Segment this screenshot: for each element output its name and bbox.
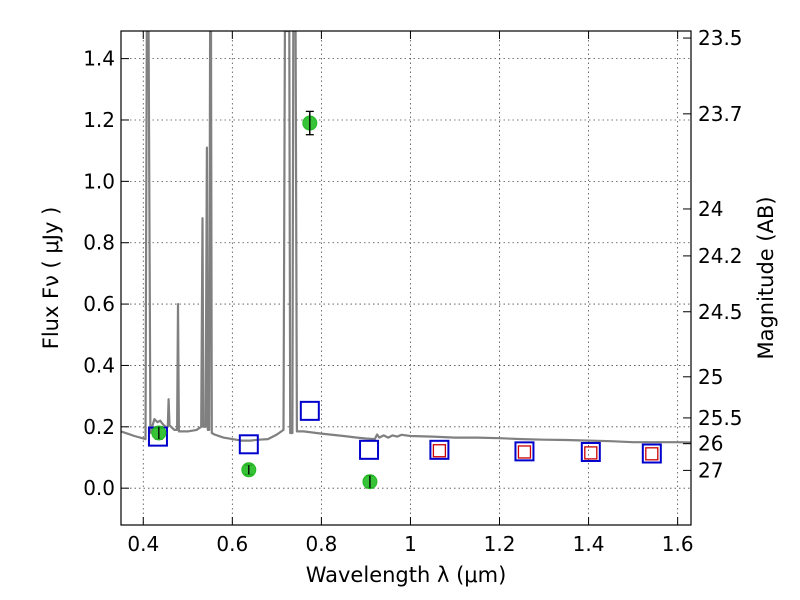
model-photometry-marker	[429, 439, 450, 460]
y-tick-label: 0.4	[83, 353, 115, 377]
y-tick-label: 1.0	[83, 169, 115, 193]
model-photometry-marker	[580, 441, 601, 462]
plot-frame	[120, 30, 692, 526]
axes: 0.4 0.6 0.8 1 1.2 1.4 1.6 0.0 0.2 0.4 0.6 0.8 1.0 1.2…	[83, 26, 742, 556]
x-tick-label: 0.4	[127, 532, 159, 556]
right-tick-label: 23.5	[698, 26, 743, 50]
model-photometry-ir-marker	[645, 447, 659, 461]
grid	[121, 31, 691, 525]
y-tick-label: 1.4	[83, 47, 115, 71]
model-photometry-ir-marker	[517, 445, 532, 459]
x-tick-label: 0.8	[305, 532, 337, 556]
right-tick-label: 25	[698, 365, 723, 389]
y-tick-label: 0.8	[83, 231, 115, 255]
y-tick-label: 1.2	[83, 108, 115, 132]
right-tick-label: 24.5	[698, 300, 743, 324]
model-photometry-marker	[641, 443, 662, 464]
model-photometry-marker	[514, 441, 535, 462]
right-tick-label: 23.7	[698, 102, 743, 126]
x-axis-title: Wavelength λ (μm)	[306, 563, 507, 587]
right-tick-label: 24.2	[698, 244, 743, 268]
y-tick-label: 0.2	[83, 415, 115, 439]
y-tick-label: 0.0	[83, 476, 115, 500]
x-tick-label: 1	[404, 532, 417, 556]
right-tick-label: 24	[698, 197, 723, 221]
right-tick-label: 26	[698, 432, 723, 456]
y-tick-label: 0.6	[83, 292, 115, 316]
data-layer	[121, 31, 691, 490]
right-tick-label: 27	[698, 458, 723, 482]
right-axis-title: Magnitude (AB)	[754, 196, 778, 359]
right-tick-label: 25.5	[698, 406, 743, 430]
model-photometry-marker	[238, 434, 259, 455]
model-photometry-ir-marker	[432, 444, 447, 458]
model-photometry-marker	[299, 400, 320, 421]
model-photometry-ir-marker	[584, 446, 598, 460]
x-tick-label: 0.6	[216, 532, 248, 556]
x-tick-label: 1.4	[573, 532, 605, 556]
model-photometry-marker	[359, 439, 380, 460]
x-tick-label: 1.6	[662, 532, 694, 556]
x-tick-label: 1.2	[484, 532, 516, 556]
model-spectrum-line	[121, 31, 691, 444]
y-axis-title: Flux Fν ( μJy )	[39, 207, 63, 350]
